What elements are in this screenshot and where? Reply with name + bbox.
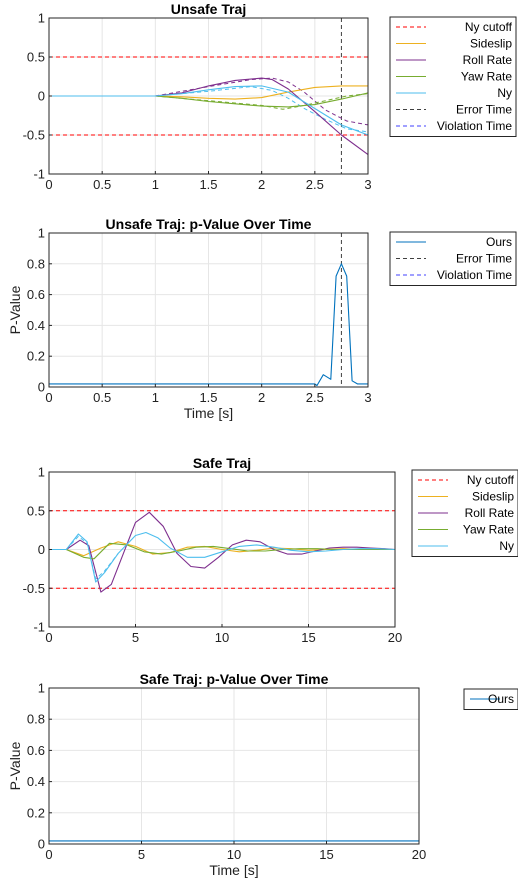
x-tick-label: 10	[215, 630, 229, 645]
x-tick-label: 5	[138, 847, 145, 862]
legend: Ours	[463, 688, 518, 710]
x-tick-label: 2	[258, 390, 265, 405]
y-tick-label: -0.5	[23, 581, 45, 596]
x-tick-label: 1	[152, 177, 159, 192]
legend-label: Ny	[497, 86, 512, 100]
y-tick-label: 0.4	[27, 318, 45, 333]
chart-panel-2: 0 0.5 1 1.5 2 2.5 3 0 0.2 0.4 0.6 0.8 1 Unsafe Traj: …	[7, 216, 517, 421]
x-tick-label: 20	[412, 847, 426, 862]
x-tick-label: 0	[45, 847, 52, 862]
dashed-series-line	[155, 93, 368, 110]
legend-label: Yaw Rate	[461, 70, 512, 84]
legend-label: Sideslip	[472, 490, 514, 504]
x-tick-label: 1	[152, 390, 159, 405]
y-tick-label: 0.4	[27, 774, 45, 789]
y-tick-label: 0.8	[27, 256, 45, 271]
x-axis-label: Time [s]	[209, 862, 258, 878]
x-tick-label: 2	[258, 177, 265, 192]
dashed-series-line	[155, 86, 368, 133]
chart-panel-1: 0 0.5 1 1.5 2 2.5 3 -1 -0.5 0 0.5 1 Unsafe Traj Ny cu…	[23, 1, 517, 192]
y-tick-label: 0	[38, 380, 45, 395]
series-line-ny	[49, 531, 395, 583]
chart-title: Safe Traj: p-Value Over Time	[140, 671, 329, 687]
y-tick-label: 1	[38, 681, 45, 696]
legend-label: Error Time	[456, 103, 512, 117]
legend: Ny cutoff Sideslip Roll Rate Yaw Rate Ny Erro…	[389, 16, 517, 137]
chart-title: Unsafe Traj: p-Value Over Time	[106, 216, 312, 232]
y-tick-label: 0.6	[27, 743, 45, 758]
legend-label: Violation Time	[437, 119, 512, 133]
legend-label: Yaw Rate	[463, 523, 514, 537]
legend-label: Ny cutoff	[465, 20, 513, 34]
chart-title: Unsafe Traj	[171, 1, 246, 17]
x-tick-label: 3	[364, 390, 371, 405]
legend-label: Sideslip	[470, 37, 512, 51]
plot-area	[49, 233, 368, 387]
chart-panel-4: 0 5 10 15 20 0 0.2 0.4 0.6 0.8 1 Safe Traj: p-Value…	[7, 671, 518, 878]
y-tick-label: 0.2	[27, 805, 45, 820]
y-tick-label: 0	[38, 89, 45, 104]
legend-label: Ours	[486, 235, 512, 249]
legend: Ny cutoff Sideslip Roll Rate Yaw Rate Ny	[411, 469, 518, 557]
plot-area	[49, 510, 395, 593]
y-tick-label: 0	[38, 837, 45, 852]
x-tick-label: 1.5	[199, 390, 217, 405]
y-tick-label: 0.5	[27, 503, 45, 518]
dashed-series-line	[155, 77, 368, 126]
x-tick-label: 1.5	[199, 177, 217, 192]
legend-label: Error Time	[456, 252, 512, 266]
legend: Ours Error Time Violation Time	[389, 231, 517, 286]
y-tick-label: -1	[33, 620, 45, 635]
x-tick-label: 0	[45, 630, 52, 645]
y-tick-label: 0.8	[27, 712, 45, 727]
x-tick-label: 5	[132, 630, 139, 645]
y-tick-label: 0.2	[27, 349, 45, 364]
y-tick-label: 1	[38, 226, 45, 241]
y-tick-label: 1	[38, 11, 45, 26]
chart-panel-3: 0 5 10 15 20 -1 -0.5 0 0.5 1 Safe Traj Ny cutoff Sid…	[23, 455, 518, 645]
x-tick-label: 0	[45, 390, 52, 405]
legend-label: Roll Rate	[463, 53, 513, 67]
y-tick-label: 0.6	[27, 287, 45, 302]
legend-label: Roll Rate	[465, 506, 515, 520]
x-tick-label: 3	[364, 177, 371, 192]
plot-area	[49, 18, 368, 174]
x-tick-label: 10	[227, 847, 241, 862]
y-tick-label: 0.5	[27, 50, 45, 65]
legend-label: Ny	[499, 539, 514, 553]
y-tick-label: 1	[38, 465, 45, 480]
dashed-series-line	[65, 535, 119, 580]
series-line-ny	[49, 85, 368, 136]
legend-label: Ours	[488, 692, 514, 706]
x-tick-label: 0	[45, 177, 52, 192]
x-tick-label: 0.5	[93, 177, 111, 192]
x-axis-label: Time [s]	[184, 405, 233, 421]
x-tick-label: 20	[388, 630, 402, 645]
series-line-ours	[49, 263, 368, 387]
series-line-roll-rate	[49, 511, 395, 593]
x-tick-label: 15	[301, 630, 315, 645]
y-tick-label: -1	[33, 167, 45, 182]
x-tick-label: 2.5	[306, 390, 324, 405]
y-axis-label: P-Value	[7, 285, 23, 334]
x-tick-label: 15	[319, 847, 333, 862]
legend-label: Violation Time	[437, 268, 512, 282]
series-line-yaw-rate	[49, 542, 395, 560]
y-tick-label: 0	[38, 542, 45, 557]
x-tick-label: 2.5	[306, 177, 324, 192]
legend-label: Ny cutoff	[467, 473, 515, 487]
x-tick-label: 0.5	[93, 390, 111, 405]
y-axis-label: P-Value	[7, 741, 23, 790]
y-tick-label: -0.5	[23, 128, 45, 143]
chart-title: Safe Traj	[193, 455, 251, 471]
